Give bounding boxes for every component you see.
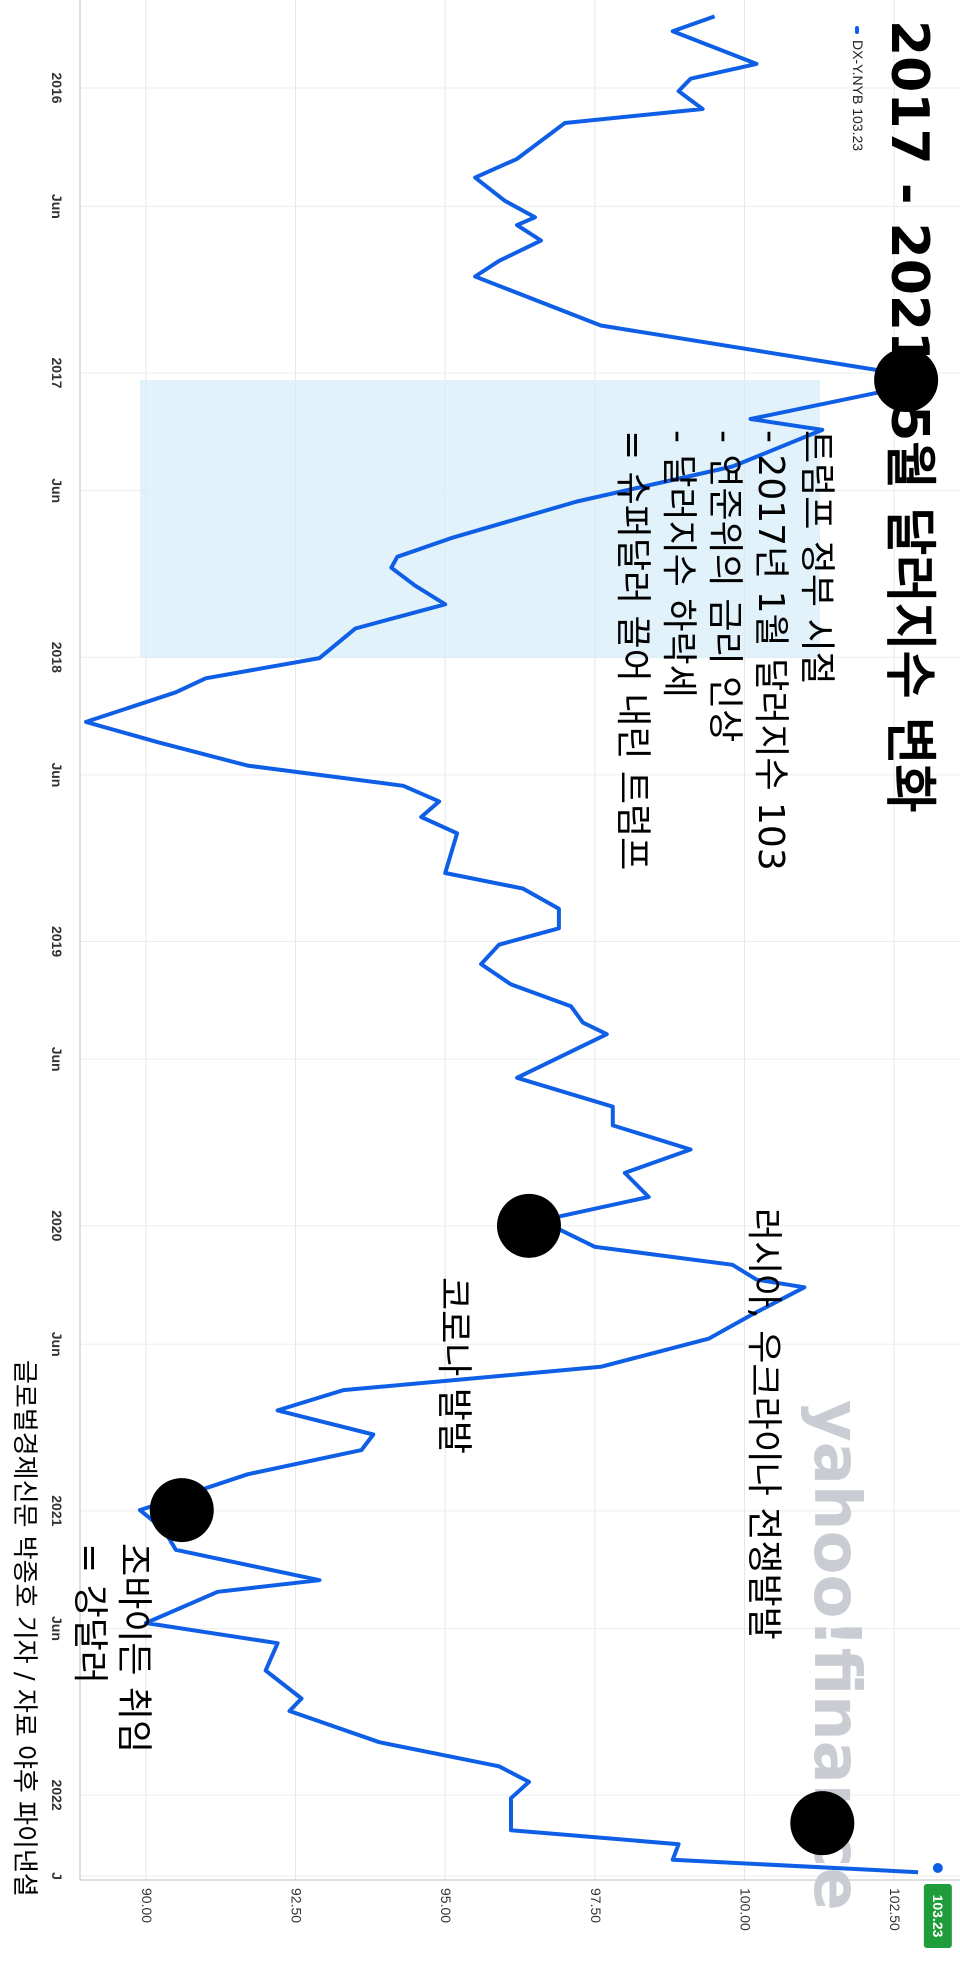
x-tick-label: Jun <box>49 1332 65 1357</box>
y-tick-label: 95.00 <box>438 1888 454 1923</box>
legend-label: DX-Y.NYB 103.23 <box>850 40 866 152</box>
x-axis-ticks: 2016 Jun 2017 Jun 2018 Jun 2019 Jun 2020 Jun 2021 J… <box>49 72 65 1879</box>
current-value-badge-bg <box>923 1884 952 1948</box>
trump-era-highlight <box>140 380 820 659</box>
y-tick-label: 100.00 <box>737 1888 753 1931</box>
event-annotations: 트럼프 정부 시절- 2017년 1월 달러지수 103- 연준위의 금리 인상… <box>69 430 837 1753</box>
event-markers <box>149 348 943 1873</box>
y-tick-label: 102.50 <box>887 1888 903 1931</box>
annotation-trump-line: - 달러지수 하락세 <box>658 430 699 698</box>
x-tick-label: Jun <box>49 194 65 219</box>
x-tick-label: 2022 <box>49 1780 65 1811</box>
legend: DX-Y.NYB 103.23 <box>850 26 866 151</box>
chart-title: 2017 - 2021. 5월 달러지수 변화 <box>879 20 939 813</box>
x-tick-label: 2016 <box>49 72 65 103</box>
annotation-trump-line: 트럼프 정부 시절 <box>796 430 837 685</box>
annotation-trump-line: = 슈퍼달러 끌어 내린 트럼프 <box>612 430 653 870</box>
x-tick-label: 2019 <box>49 926 65 957</box>
event-marker-biden <box>149 1478 214 1543</box>
current-value-badge-text: 103.23 <box>930 1895 946 1938</box>
x-tick-label: 2021 <box>49 1495 65 1526</box>
y-tick-label: 90.00 <box>139 1888 155 1923</box>
y-tick-label: 92.50 <box>289 1888 305 1923</box>
y-axis-ticks: 90.00 92.50 95.00 97.50 100.00 102.50 <box>139 1888 903 1931</box>
legend-swatch <box>854 26 859 34</box>
x-tick-label: Jun <box>49 1616 65 1641</box>
x-tick-label: Jun <box>49 1047 65 1072</box>
last-point-dot <box>932 1863 943 1873</box>
current-value-badge: 103.23 <box>923 1884 952 1948</box>
event-marker-corona <box>496 1193 561 1258</box>
annotation-corona-line: 코로나 발발 <box>433 1277 474 1454</box>
x-tick-label: 2020 <box>49 1210 65 1241</box>
annotation-russia-line: 러시아, 우크라이나 전쟁발발 <box>743 1208 784 1640</box>
source-credit: 글로벌경제신문 박종호 기자 / 자료 야후 파이낸셜 <box>9 1360 39 1897</box>
annotation-trump-line: - 연준위의 금리 인상 <box>704 430 745 742</box>
y-tick-label: 97.50 <box>588 1888 604 1923</box>
x-tick-label: Jun <box>49 478 65 503</box>
annotation-trump-line: - 2017년 1월 달러지수 103 <box>750 430 791 871</box>
x-tick-label: 2018 <box>49 642 65 673</box>
series-line-dxy <box>84 14 919 1875</box>
x-tick-label: 2017 <box>49 357 65 388</box>
event-marker-trump <box>874 348 939 413</box>
x-tick-label: J <box>49 1872 65 1880</box>
x-tick-label: Jun <box>49 762 65 787</box>
annotation-biden-line: = 강달러 <box>69 1543 110 1684</box>
annotation-biden-line: 조바이든 취임 <box>113 1543 154 1753</box>
event-marker-russia <box>790 1791 855 1856</box>
